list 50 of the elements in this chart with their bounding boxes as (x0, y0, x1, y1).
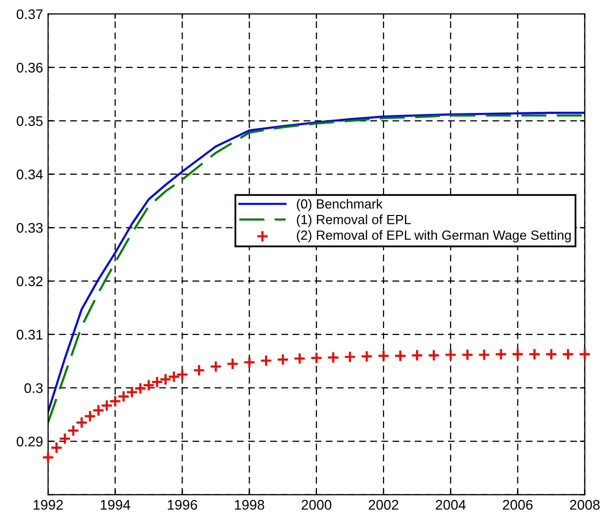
x-tick-label: 2006 (502, 500, 533, 510)
point (310, 352, 323, 364)
x-tick-label: 1998 (234, 500, 264, 510)
point (210, 360, 222, 373)
point (344, 350, 356, 364)
point (428, 349, 440, 362)
y-tick-label: 0.37 (16, 9, 43, 20)
point (243, 356, 256, 368)
point (478, 348, 490, 361)
y-tick-label: 0.31 (16, 330, 43, 340)
y-tick-label: 0.34 (16, 170, 43, 180)
point (394, 350, 406, 362)
x-tick-label: 2002 (368, 500, 398, 510)
point (511, 348, 524, 360)
y-tick-label: 0.36 (16, 62, 43, 73)
point (50, 441, 63, 454)
point (67, 424, 80, 437)
point (192, 364, 206, 376)
legend-label: (0) Benchmark (296, 198, 383, 212)
point (176, 368, 188, 381)
point (377, 350, 390, 362)
point (276, 353, 290, 366)
point (360, 350, 373, 363)
y-tick-label: 0.29 (16, 436, 43, 446)
point (444, 348, 457, 361)
point (327, 351, 340, 364)
point (461, 348, 474, 361)
y-tick-label: 0.3 (24, 383, 43, 394)
point (410, 349, 424, 362)
point (545, 348, 558, 360)
point (528, 348, 541, 360)
x-tick-label: 2000 (302, 500, 332, 510)
point (260, 354, 272, 367)
y-tick-label: 0.35 (16, 116, 43, 126)
x-tick-label: 1994 (100, 500, 130, 510)
point (578, 348, 591, 360)
point (58, 432, 72, 445)
legend-label: (1) Removal of EPL (296, 214, 411, 227)
x-tick-label: 1996 (168, 500, 198, 510)
x-tick-label: 2008 (570, 500, 600, 510)
y-tick-label: 0.32 (16, 276, 43, 286)
x-tick-label: 2004 (436, 500, 466, 510)
point (42, 451, 54, 464)
point (293, 352, 306, 365)
y-tick-label: 0.33 (16, 222, 43, 233)
point (562, 348, 574, 360)
point (494, 348, 508, 360)
legend-label: (2) Removal of EPL with German Wage Setting (296, 230, 571, 242)
point (226, 358, 239, 370)
x-tick-label: 1992 (34, 500, 63, 510)
